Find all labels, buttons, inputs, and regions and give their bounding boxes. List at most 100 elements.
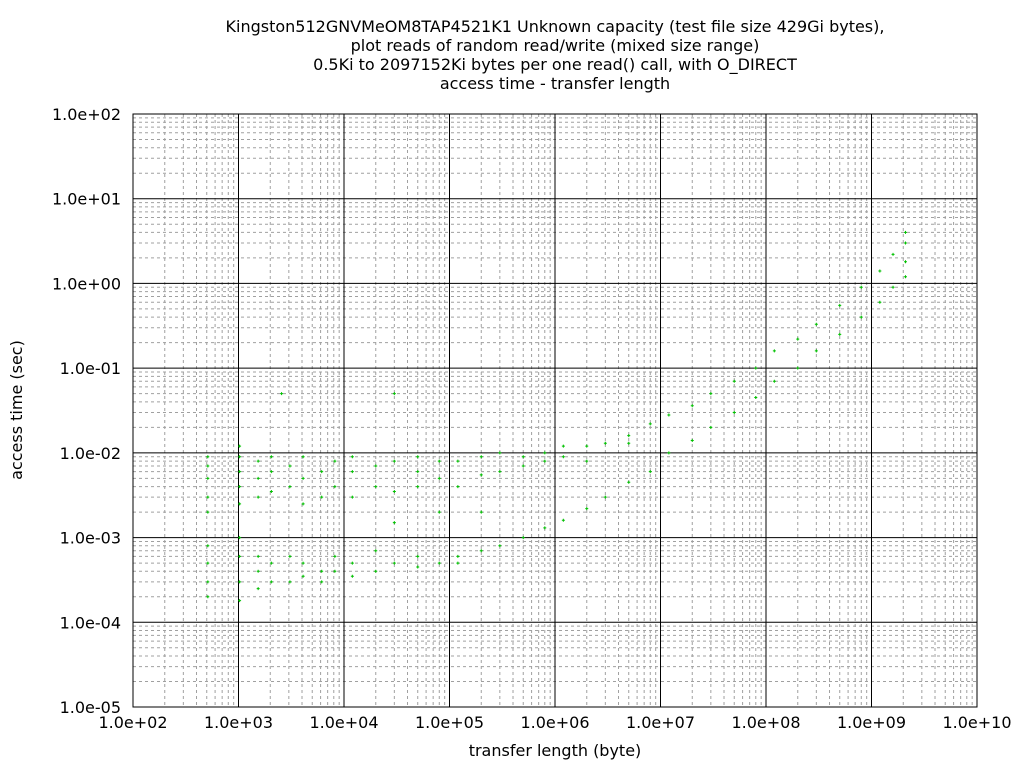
data-point	[878, 300, 882, 304]
data-point	[238, 536, 242, 540]
data-point	[206, 455, 210, 459]
y-tick-label: 1.0e-01	[60, 359, 121, 378]
data-point	[374, 464, 378, 468]
data-point	[456, 554, 460, 558]
x-tick-label: 1.0e+07	[626, 713, 695, 732]
data-point	[627, 480, 631, 484]
y-tick-label: 1.0e-04	[60, 613, 121, 632]
data-point	[456, 561, 460, 565]
data-point	[648, 470, 652, 474]
data-point	[269, 561, 273, 565]
data-point	[238, 554, 242, 558]
data-point	[859, 285, 863, 289]
data-point	[206, 476, 210, 480]
x-tick-label: 1.0e+02	[98, 713, 167, 732]
data-point	[891, 285, 895, 289]
data-point	[392, 459, 396, 463]
data-point	[206, 544, 210, 548]
data-point	[350, 561, 354, 565]
data-point	[238, 444, 242, 448]
data-point	[301, 574, 305, 578]
y-tick-label: 1.0e-03	[60, 529, 121, 548]
data-point	[903, 275, 907, 279]
data-point	[269, 489, 273, 493]
data-point	[561, 455, 565, 459]
data-point	[301, 502, 305, 506]
data-point	[238, 580, 242, 584]
data-point	[479, 510, 483, 514]
data-point	[437, 510, 441, 514]
data-point	[796, 337, 800, 341]
data-point	[301, 561, 305, 565]
data-point	[416, 470, 420, 474]
data-point	[238, 470, 242, 474]
data-point	[320, 569, 324, 573]
data-point	[561, 444, 565, 448]
data-point	[280, 392, 284, 396]
data-point	[479, 473, 483, 477]
data-point	[350, 455, 354, 459]
data-point	[256, 569, 260, 573]
data-point	[238, 502, 242, 506]
data-point	[627, 434, 631, 438]
data-point	[206, 561, 210, 565]
x-axis-label: transfer length (byte)	[469, 741, 642, 760]
data-point	[392, 392, 396, 396]
data-point	[479, 549, 483, 553]
data-point	[521, 455, 525, 459]
y-tick-label: 1.0e+01	[52, 190, 121, 209]
data-point	[437, 459, 441, 463]
data-point	[667, 451, 671, 455]
data-point	[301, 476, 305, 480]
data-point	[903, 230, 907, 234]
data-point	[754, 366, 758, 370]
data-points	[206, 230, 907, 603]
y-tick-label: 1.0e-05	[60, 698, 121, 717]
data-point	[333, 569, 337, 573]
data-point	[374, 485, 378, 489]
data-point	[903, 241, 907, 245]
data-point	[256, 476, 260, 480]
data-point	[838, 332, 842, 336]
x-tick-label: 1.0e+09	[837, 713, 906, 732]
data-point	[891, 252, 895, 256]
data-point	[838, 303, 842, 307]
data-point	[690, 404, 694, 408]
data-point	[416, 554, 420, 558]
data-point	[437, 476, 441, 480]
x-tick-label: 1.0e+03	[204, 713, 273, 732]
data-point	[269, 470, 273, 474]
data-point	[350, 495, 354, 499]
data-point	[772, 379, 776, 383]
data-point	[320, 470, 324, 474]
data-point	[392, 489, 396, 493]
data-point	[416, 565, 420, 569]
data-point	[416, 455, 420, 459]
data-point	[350, 470, 354, 474]
data-point	[206, 464, 210, 468]
data-point	[288, 485, 292, 489]
data-point	[392, 521, 396, 525]
data-point	[709, 425, 713, 429]
title-line-4: access time - transfer length	[440, 74, 670, 93]
data-point	[667, 413, 671, 417]
x-tick-label: 1.0e+10	[942, 713, 1011, 732]
data-point	[498, 470, 502, 474]
y-tick-label: 1.0e+00	[52, 274, 121, 293]
plot-border	[132, 113, 978, 708]
data-point	[256, 587, 260, 591]
data-point	[772, 349, 776, 353]
data-point	[416, 485, 420, 489]
data-point	[543, 526, 547, 530]
data-point	[648, 422, 652, 426]
x-tick-labels: 1.0e+02 1.0e+03 1.0e+04 1.0e+05 1.0e+06 1.0e+…	[98, 713, 1011, 732]
y-tick-labels: 1.0e-05 1.0e-04 1.0e-03 1.0e-02 1.0e-01 1.0e+…	[52, 105, 121, 717]
data-point	[521, 464, 525, 468]
data-point	[796, 366, 800, 370]
title-line-2: plot reads of random read/write (mixed s…	[351, 36, 760, 55]
y-tick-label: 1.0e+02	[52, 105, 121, 124]
data-point	[521, 536, 525, 540]
data-point	[479, 455, 483, 459]
data-point	[903, 260, 907, 264]
data-point	[732, 379, 736, 383]
